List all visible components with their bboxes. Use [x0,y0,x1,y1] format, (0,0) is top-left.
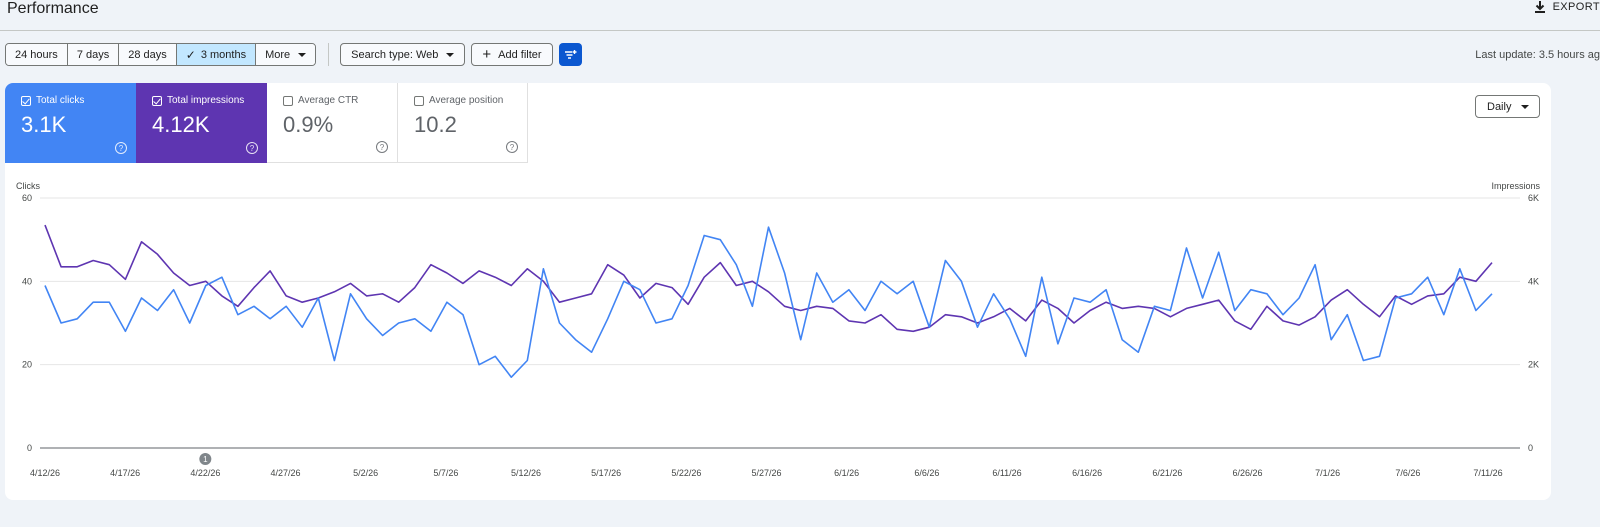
y-tick-label-left: 60 [22,193,32,203]
series-line-clicks [44,226,1493,378]
chevron-down-icon [1521,104,1530,109]
y-axis-left-label: Clicks [16,181,40,191]
y-tick-label-left: 20 [22,360,32,370]
metric-value: 0.9% [283,112,334,137]
help-icon[interactable]: ? [376,141,388,153]
export-label: EXPORT [1552,1,1600,13]
x-tick-label: 4/22/26 [190,468,220,478]
metric-label: Average position [429,95,504,106]
filter-list-icon [564,49,577,59]
filter-settings-button[interactable] [558,43,582,66]
granularity-label: Daily [1487,100,1512,113]
y-axis-right-label: Impressions [1491,181,1540,191]
page-title: Performance [7,0,99,17]
search-type-dropdown[interactable]: Search type: Web [340,43,466,66]
metric-total-clicks[interactable]: Total clicks 3.1K ? [5,83,136,163]
annotation-marker[interactable]: 1 [199,453,212,465]
y-tick-label-right: 4K [1528,276,1539,286]
metric-value: 4.12K [152,112,210,137]
checkbox-unchecked[interactable] [283,95,293,106]
help-icon[interactable]: ? [506,141,518,153]
checkbox-unchecked[interactable] [414,95,424,106]
annotation-badge [199,453,212,465]
check-icon: ✓ [185,47,196,62]
x-tick-label: 5/12/26 [511,468,541,478]
metric-average-ctr[interactable]: Average CTR 0.9% ? [267,83,398,163]
add-filter-label: Add filter [498,48,542,61]
range-more-label: More [265,48,291,61]
x-tick-label: 7/1/26 [1315,468,1340,478]
metric-value: 3.1K [21,112,67,137]
x-tick-labels: 4/12/26 4/17/26 4/22/26 4/27/26 5/2/26 5/7/26… [30,468,1503,478]
x-tick-label: 4/12/26 [30,468,60,478]
last-update-text: Last update: 3.5 hours ag [1475,49,1600,61]
x-tick-label: 6/11/26 [992,468,1021,478]
performance-chart[interactable]: Clicks Impressions 60 6K 40 4K 20 2K 0 0 4/12/2… [5,178,1551,488]
chevron-down-icon [446,52,455,57]
range-3-months[interactable]: ✓ 3 months [176,44,257,65]
x-tick-label: 7/11/26 [1473,468,1502,478]
range-more-dropdown[interactable]: More [256,44,316,65]
granularity-dropdown[interactable]: Daily [1475,95,1540,118]
range-7-days[interactable]: 7 days [67,44,120,65]
series-line-impressions [44,224,1493,333]
metric-label: Average CTR [298,95,359,106]
x-tick-label: 5/17/26 [591,468,621,478]
y-tick-label-left: 40 [22,276,32,286]
chevron-down-icon [298,52,307,57]
search-type-label: Search type: Web [351,48,439,61]
x-tick-label: 6/26/26 [1232,468,1262,478]
checkbox-checked[interactable] [21,95,31,106]
x-tick-label: 4/27/26 [270,468,300,478]
help-icon[interactable]: ? [246,142,258,154]
x-tick-label: 7/6/26 [1395,468,1420,478]
x-tick-label: 5/2/26 [353,468,378,478]
x-tick-label: 4/17/26 [110,468,140,478]
metric-label: Total clicks [36,95,85,106]
chart-grid [40,197,1520,449]
y-tick-label-left: 0 [27,443,32,453]
y-tick-label-right: 0 [1528,443,1533,453]
download-icon [1534,1,1545,13]
metric-total-impressions[interactable]: Total impressions 4.12K ? [136,83,267,163]
toolbar-divider [328,43,330,66]
page-header: Performance EXPORT [0,0,1600,31]
x-tick-label: 6/16/26 [1072,468,1102,478]
x-tick-label: 5/22/26 [671,468,701,478]
date-range-selector: 24 hours 7 days 28 days ✓ 3 months More [5,43,317,66]
x-tick-label: 6/6/26 [914,468,939,478]
annotation-badge-label: 1 [203,455,208,464]
date-toolbar: 24 hours 7 days 28 days ✓ 3 months More … [5,43,582,66]
metric-label: Total impressions [167,95,245,106]
plus-icon: + [482,46,492,63]
x-tick-label: 5/7/26 [433,468,458,478]
y-tick-label-right: 6K [1528,193,1539,203]
export-button[interactable]: EXPORT [1533,0,1600,14]
x-tick-label: 6/21/26 [1152,468,1182,478]
y-tick-label-right: 2K [1528,360,1539,370]
metric-average-position[interactable]: Average position 10.2 ? [398,83,528,163]
y-tick-labels: 60 6K 40 4K 20 2K 0 0 [22,193,1539,453]
range-28-days[interactable]: 28 days [119,44,177,65]
add-filter-button[interactable]: + Add filter [471,43,553,66]
x-tick-label: 5/27/26 [751,468,781,478]
chart-series [44,224,1493,378]
checkbox-checked[interactable] [152,95,162,106]
metric-value: 10.2 [414,112,457,137]
range-24-hours[interactable]: 24 hours [6,44,68,65]
x-tick-label: 6/1/26 [834,468,859,478]
range-3-months-label: 3 months [200,48,247,61]
help-icon[interactable]: ? [115,142,127,154]
performance-card: Total clicks 3.1K ? Total impressions 4.… [5,83,1551,500]
